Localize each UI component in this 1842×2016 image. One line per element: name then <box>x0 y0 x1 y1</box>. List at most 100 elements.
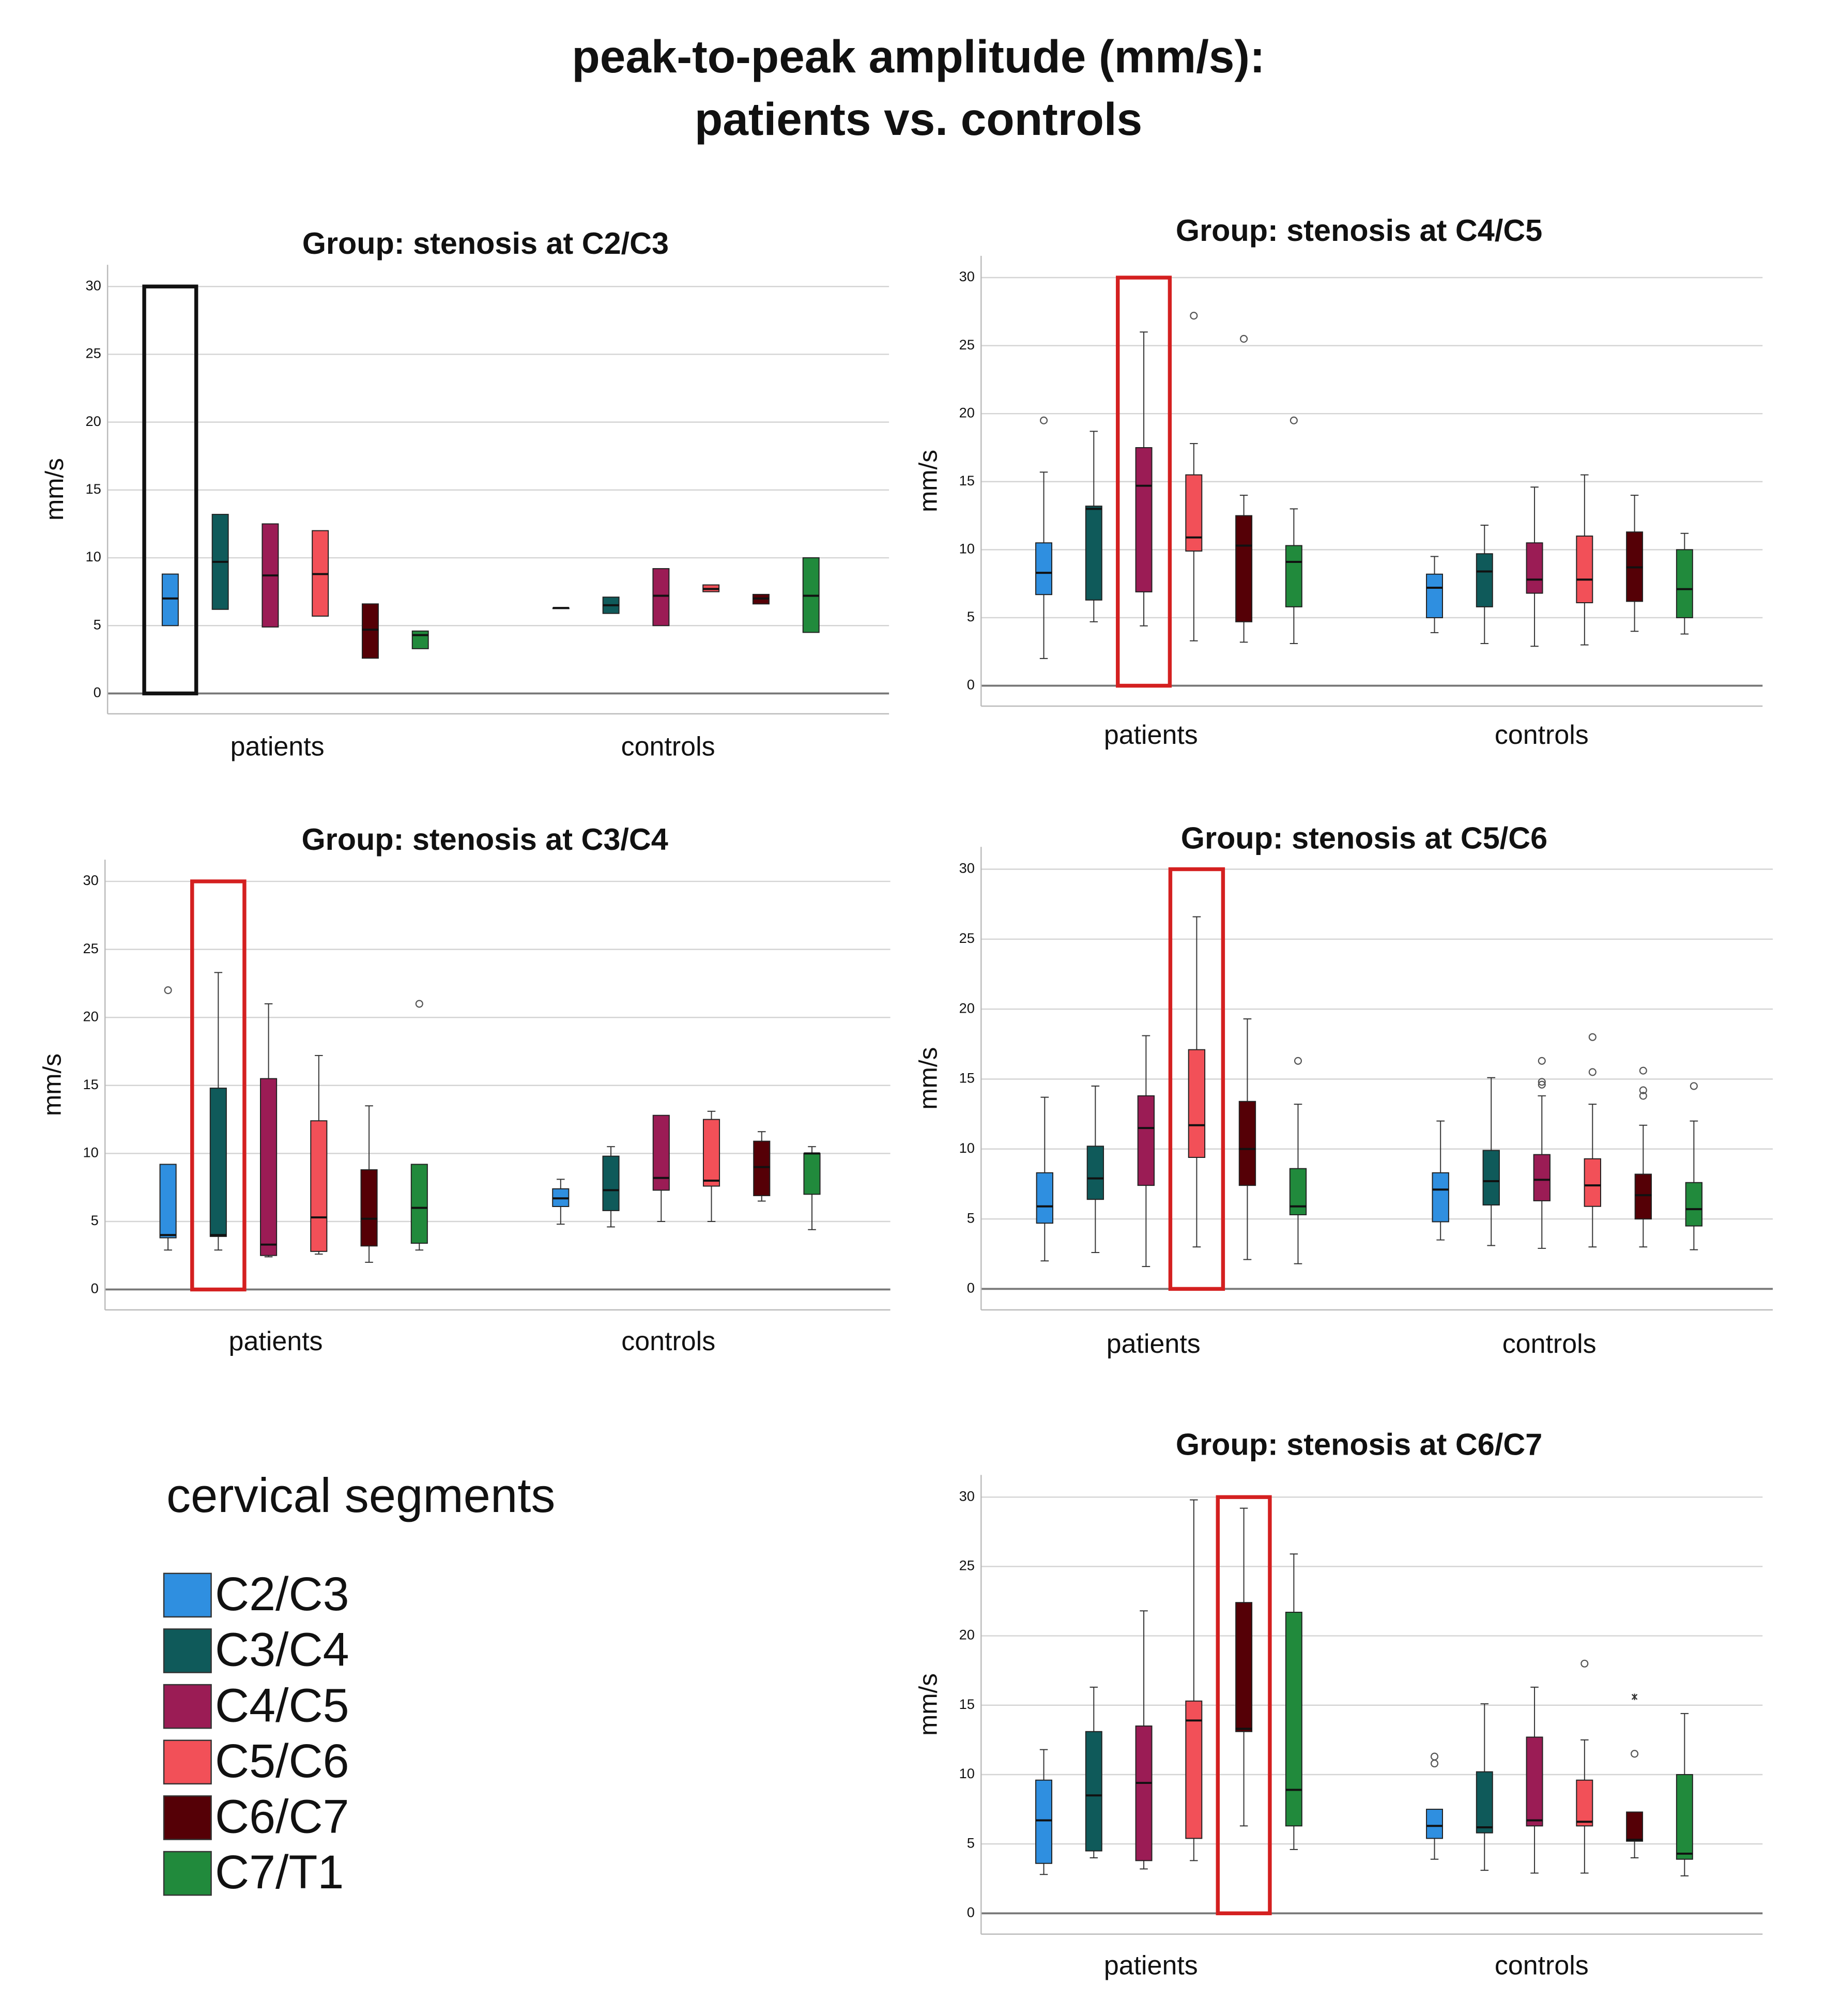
y-tick-label: 25 <box>959 337 975 353</box>
y-tick-label: 25 <box>85 345 101 361</box>
box <box>1185 1700 1203 1839</box>
box <box>1426 1809 1444 1839</box>
box <box>803 1153 821 1195</box>
chart-title: Group: stenosis at C6/C7 <box>1176 1427 1542 1461</box>
box <box>161 573 179 627</box>
x-tick-label: patients <box>229 1326 323 1356</box>
box <box>1235 515 1253 622</box>
box <box>1576 1779 1593 1827</box>
box <box>1085 506 1102 601</box>
legend-swatch <box>163 1739 212 1785</box>
box <box>1634 1173 1652 1220</box>
y-tick-label: 0 <box>91 1280 99 1296</box>
highlight-frame <box>1116 276 1172 688</box>
box <box>1626 1811 1644 1842</box>
y-tick-label: 5 <box>91 1212 99 1228</box>
y-tick-label: 0 <box>967 1280 975 1296</box>
outlier <box>1588 1068 1597 1076</box>
y-axis-label: mm/s <box>914 1673 942 1736</box>
outlier <box>415 1000 423 1008</box>
y-tick-label: 10 <box>959 1765 975 1781</box>
box <box>1476 553 1493 607</box>
y-tick-label: 15 <box>85 481 101 497</box>
figure-title: peak-to-peak amplitude (mm/s): <box>572 30 1265 82</box>
box <box>1185 474 1203 552</box>
extreme <box>1631 1693 1638 1700</box>
highlight-frame <box>142 284 198 696</box>
outlier <box>1240 334 1248 343</box>
y-tick-label: 30 <box>83 872 99 888</box>
x-tick-label: patients <box>1104 1951 1198 1981</box>
figure-title: patients vs. controls <box>695 93 1142 145</box>
x-tick-label: controls <box>1495 1951 1589 1981</box>
chart-title: Group: stenosis at C3/C4 <box>301 822 668 857</box>
outlier <box>1690 1082 1698 1090</box>
y-tick-label: 15 <box>959 1696 975 1712</box>
outlier <box>1538 1078 1546 1086</box>
y-tick-label: 30 <box>959 1488 975 1504</box>
box <box>702 1119 720 1187</box>
y-tick-label: 30 <box>959 860 975 876</box>
box <box>1676 1774 1693 1860</box>
box <box>1482 1150 1500 1206</box>
y-axis-label: mm/s <box>38 1053 66 1116</box>
box <box>602 1155 620 1211</box>
x-tick-label: controls <box>621 1326 715 1356</box>
box <box>1036 1172 1053 1224</box>
box <box>1676 549 1693 618</box>
outlier <box>1294 1057 1302 1065</box>
x-tick-label: patients <box>1107 1329 1201 1359</box>
box <box>1289 1168 1307 1215</box>
box <box>1533 1154 1551 1201</box>
legend-swatch <box>163 1572 212 1618</box>
box <box>1584 1158 1601 1207</box>
y-tick-label: 30 <box>959 268 975 284</box>
y-tick-label: 10 <box>959 1140 975 1156</box>
box <box>410 1164 428 1244</box>
y-tick-label: 25 <box>959 1557 975 1574</box>
box <box>1432 1172 1449 1223</box>
y-tick-label: 5 <box>967 1210 975 1226</box>
highlight-frame <box>1168 867 1225 1291</box>
x-tick-label: controls <box>1495 720 1589 750</box>
chart-title: Group: stenosis at C4/C5 <box>1176 213 1542 248</box>
highlight-frame <box>190 879 247 1292</box>
box <box>1188 1049 1206 1158</box>
box <box>260 1078 278 1256</box>
box <box>1526 1736 1543 1827</box>
highlight-frame <box>1216 1495 1272 1916</box>
box <box>1526 542 1543 594</box>
legend-label: C6/C7 <box>215 1791 349 1843</box>
box <box>1085 1731 1102 1852</box>
legend-label: C5/C6 <box>215 1735 349 1788</box>
x-tick-label: patients <box>231 731 325 761</box>
legend-swatch <box>163 1684 212 1729</box>
outlier <box>1631 1750 1639 1758</box>
legend-swatch <box>163 1628 212 1673</box>
y-tick-label: 0 <box>967 1904 975 1920</box>
x-tick-label: patients <box>1104 720 1198 750</box>
y-tick-label: 25 <box>83 940 99 956</box>
legend-swatch <box>163 1795 212 1840</box>
y-tick-label: 20 <box>83 1008 99 1024</box>
box <box>1035 542 1053 595</box>
box <box>411 630 429 649</box>
outlier <box>1639 1066 1647 1075</box>
y-tick-label: 15 <box>83 1076 99 1092</box>
box <box>1135 1725 1153 1861</box>
y-tick-label: 30 <box>85 277 101 293</box>
y-tick-label: 5 <box>967 608 975 624</box>
box <box>1426 573 1444 618</box>
box <box>1476 1771 1493 1834</box>
outlier <box>1039 416 1048 424</box>
box <box>753 1140 771 1196</box>
y-axis-label: mm/s <box>914 1047 942 1110</box>
box <box>360 1169 378 1247</box>
outlier <box>1639 1092 1647 1100</box>
box <box>1035 1779 1053 1864</box>
legend-label: C2/C3 <box>215 1568 349 1621</box>
legend-label: C3/C4 <box>215 1624 349 1676</box>
y-tick-label: 20 <box>959 404 975 420</box>
y-tick-label: 20 <box>959 1000 975 1016</box>
